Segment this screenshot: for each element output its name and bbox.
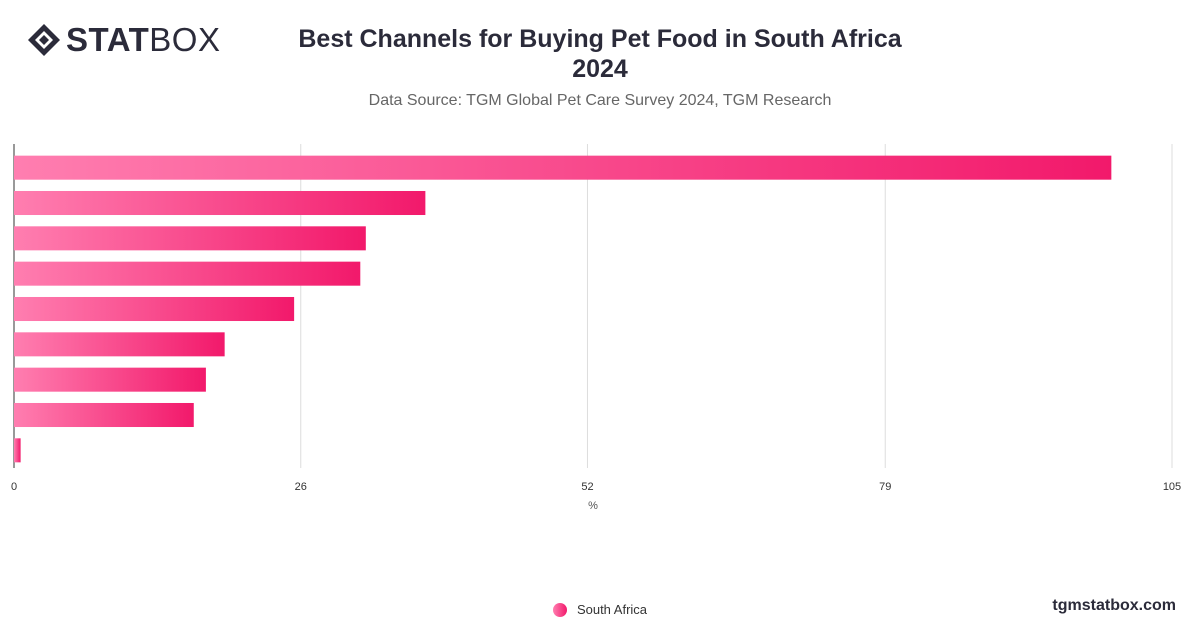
legend-marker [552,602,567,617]
x-tick-label: 105 [1163,481,1181,493]
chart-title: Best Channels for Buying Pet Food in Sou… [250,24,950,84]
statbox-logo: STATBOX [26,22,220,58]
bar [14,296,295,322]
x-axis-label: % [588,500,598,512]
bar [14,155,1112,180]
x-tick-label: 79 [879,481,891,493]
chart-subtitle: Data Source: TGM Global Pet Care Survey … [368,92,832,109]
footer-site: tgmstatbox.com [1052,597,1176,614]
statbox-diamond-icon [28,24,60,56]
chart-title-line1: Best Channels for Buying Pet Food in Sou… [298,25,902,53]
bar [14,226,366,251]
bar [14,402,194,428]
legend[interactable]: South Africa [0,602,1200,617]
bar [14,190,426,216]
bar [14,332,225,357]
chart-title-line2: 2024 [572,55,628,83]
bar [14,261,361,286]
legend-label: South Africa [576,602,648,617]
logo-text: STATBOX [66,21,221,58]
x-tick-label: 52 [581,481,593,493]
x-tick-label: 0 [11,481,17,493]
bar [14,438,21,463]
bar [14,367,206,392]
x-tick-label: 26 [295,481,307,493]
